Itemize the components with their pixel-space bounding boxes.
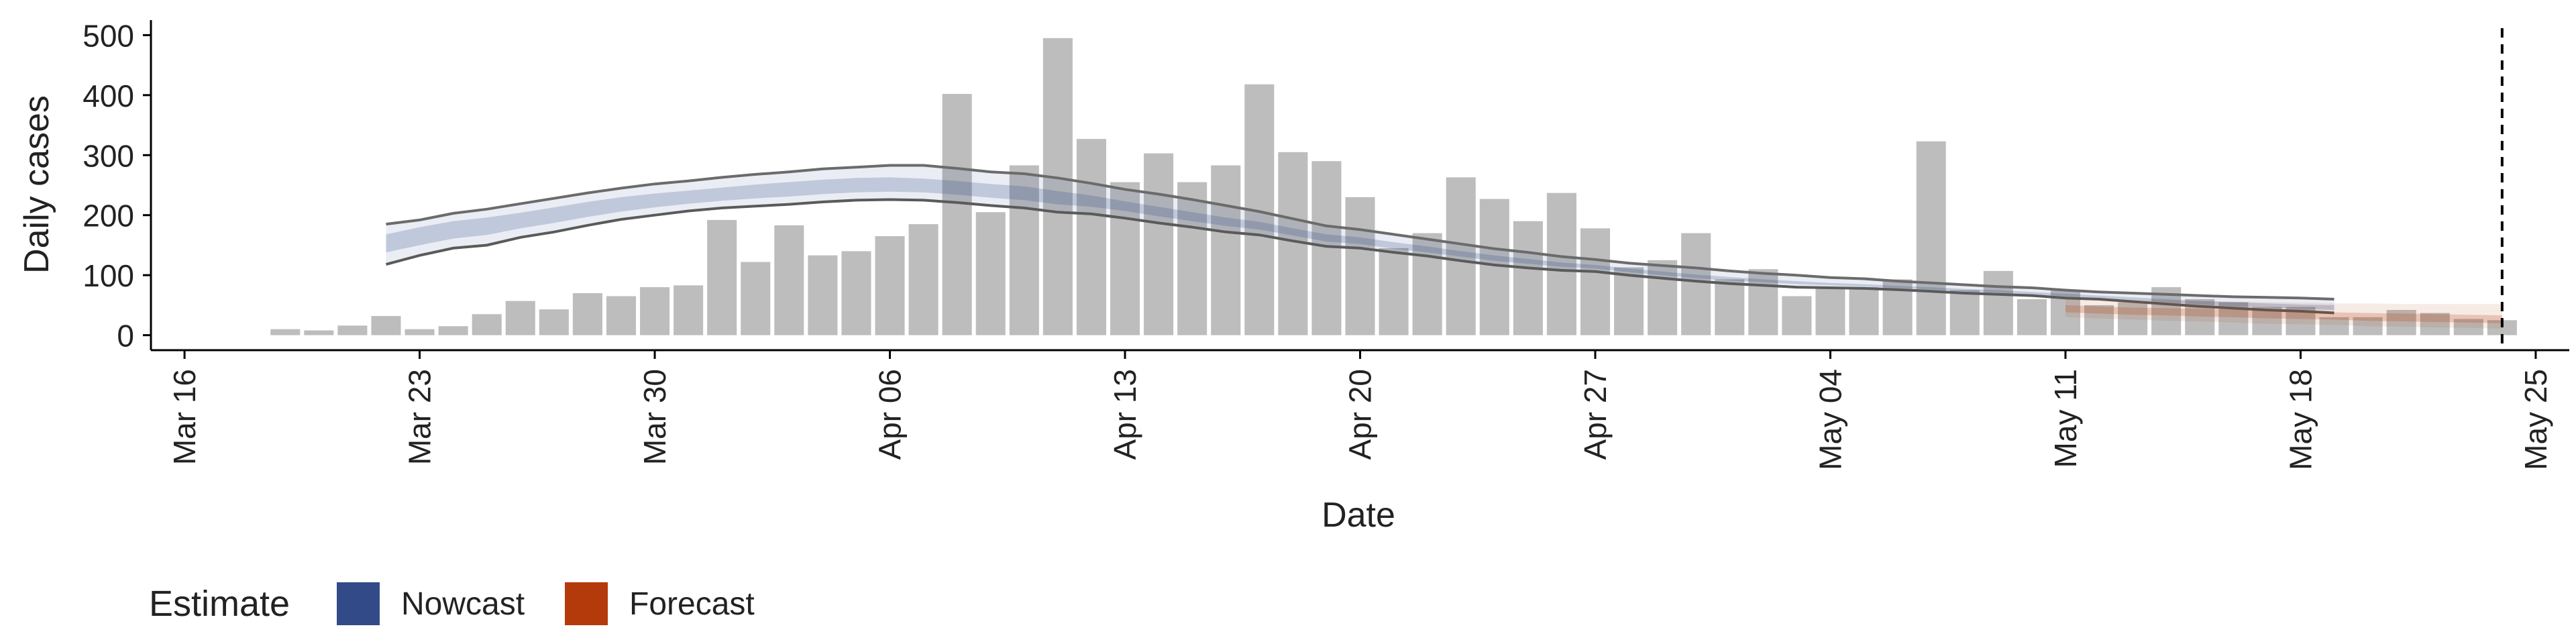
bar [371,316,401,335]
bar [875,236,905,335]
bar [304,330,334,335]
y-tick-label: 0 [117,319,134,354]
bar [1177,182,1208,335]
bar [1681,233,1711,335]
bar [2319,317,2349,335]
bar [270,329,301,335]
legend-title: Estimate [149,584,290,624]
x-tick-label: Mar 30 [637,369,672,465]
legend-label-forecast: Forecast [629,586,755,622]
x-tick-label: Mar 23 [402,369,437,465]
bar [1815,287,1845,335]
bar [2353,317,2383,335]
bar [808,255,838,335]
bar [2420,313,2450,335]
estimate-bands [385,164,2502,329]
bar-series [270,38,2517,335]
legend-key-nowcast [337,582,380,625]
nowcast-inner-band [386,177,2334,311]
bar [2118,302,2148,335]
bar [1648,260,1678,335]
bar [539,309,569,335]
bar [1546,193,1576,335]
x-tick-label: May 04 [1813,369,1847,470]
bar [572,293,602,335]
x-tick-label: May 11 [2048,369,2083,468]
bar [1580,228,1611,335]
bar [1009,165,1039,335]
nowcast-lower-line [385,198,2334,315]
x-tick-label: Mar 16 [167,369,202,465]
x-tick-label: Apr 20 [1343,369,1378,460]
x-tick-label: Apr 13 [1108,369,1142,460]
nowcast-upper-line [386,164,2334,301]
bar [1614,267,1644,335]
bar [1345,197,1375,335]
bar [1513,221,1543,335]
y-axis-title: Daily cases [17,95,56,274]
bar [1782,296,1812,335]
bar [438,326,468,335]
bar [1446,177,1476,335]
legend: Estimate Nowcast Forecast [149,582,755,625]
bar [841,251,871,335]
legend-label-nowcast: Nowcast [401,586,525,622]
bar [674,285,704,335]
bar [741,262,771,335]
bar [707,219,737,335]
bar [2386,310,2416,335]
x-tick-label: May 25 [2518,369,2553,470]
y-tick-label: 200 [83,199,134,233]
bar [1110,182,1140,335]
bar [1379,248,1409,335]
bar [606,296,637,335]
bar [1076,139,1106,335]
bar [1412,233,1442,335]
x-axis-ticks: Mar 16 Mar 23 Mar 30 Apr 06 Apr 13 Apr 20 Apr … [167,350,2553,470]
bar [942,94,972,335]
bar [1849,287,1879,335]
bar [2017,299,2047,335]
bar [640,287,670,335]
bar [975,212,1006,335]
bar [472,314,502,335]
y-tick-label: 500 [83,18,134,53]
bar [1949,290,1980,335]
x-tick-label: Apr 06 [873,369,908,460]
legend-key-forecast [565,582,608,625]
bar [337,325,368,335]
nowcast-outer-band [386,165,2334,313]
bar [2453,319,2483,335]
bar [505,301,535,335]
y-axis-ticks: 0 100 200 300 400 500 [83,18,151,354]
bar [2084,305,2114,335]
bar [1144,153,1174,335]
y-tick-label: 300 [83,138,134,173]
forecast-inner-band [2065,305,2502,323]
bar [1042,38,1073,335]
bar [1916,141,1946,335]
bar [1211,165,1241,335]
y-tick-label: 400 [83,78,134,113]
bar [1715,279,1745,335]
bar [908,224,938,335]
forecast-outer-band [2065,298,2502,329]
y-tick-label: 100 [83,258,134,293]
x-axis-title: Date [1322,496,1395,535]
x-tick-label: Apr 27 [1578,369,1613,460]
bar [1748,269,1778,335]
bar [405,329,435,335]
x-tick-label: May 18 [2283,369,2318,470]
bar [1983,270,2013,335]
bar [774,225,804,335]
bar [2487,320,2517,335]
